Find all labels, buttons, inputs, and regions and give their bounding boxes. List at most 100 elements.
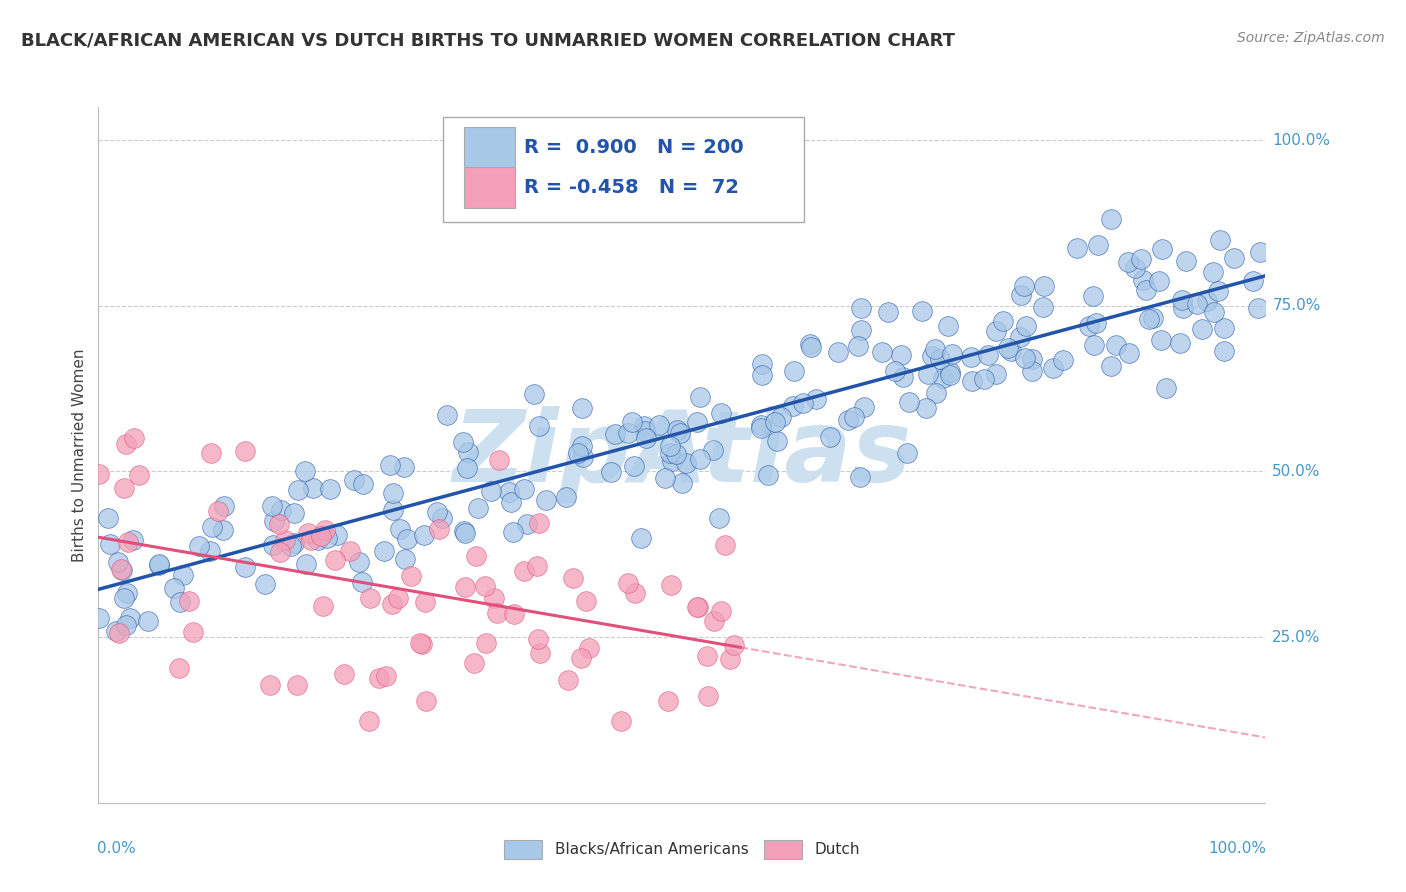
Blacks/African Americans: [516, 516, 538, 531]
Blacks/African Americans: [499, 494, 522, 508]
Blacks/African Americans: [382, 503, 405, 517]
Blacks/African Americans: [1129, 252, 1152, 267]
Dutch: [714, 538, 737, 552]
Text: 100.0%: 100.0%: [1272, 133, 1330, 148]
Blacks/African Americans: [1084, 316, 1107, 330]
Blacks/African Americans: [502, 525, 524, 540]
Blacks/African Americans: [1241, 274, 1264, 288]
Blacks/African Americans: [837, 413, 859, 427]
Blacks/African Americans: [136, 615, 159, 629]
Dutch: [413, 594, 436, 608]
Blacks/African Americans: [1021, 364, 1043, 378]
Dutch: [513, 565, 536, 579]
Blacks/African Americans: [1135, 283, 1157, 297]
Blacks/African Americans: [394, 460, 416, 475]
Blacks/African Americans: [454, 526, 477, 541]
Blacks/African Americans: [630, 531, 652, 545]
Dutch: [207, 504, 229, 518]
Dutch: [128, 468, 150, 483]
Blacks/African Americans: [1042, 360, 1064, 375]
Blacks/African Americans: [896, 446, 918, 460]
Blacks/African Americans: [633, 419, 655, 434]
Dutch: [169, 661, 191, 675]
Blacks/African Americans: [280, 540, 302, 554]
Blacks/African Americans: [707, 511, 730, 525]
Blacks/African Americans: [924, 386, 946, 401]
Blacks/African Americans: [921, 349, 943, 363]
Blacks/African Americans: [350, 575, 373, 590]
Blacks/African Americans: [1012, 279, 1035, 293]
Blacks/African Americans: [799, 336, 821, 351]
Blacks/African Americans: [352, 477, 374, 491]
Dutch: [357, 714, 380, 729]
Blacks/African Americans: [877, 304, 900, 318]
Text: 50.0%: 50.0%: [1272, 464, 1320, 479]
Blacks/African Americans: [661, 454, 683, 468]
Blacks/African Americans: [939, 365, 962, 379]
Blacks/African Americans: [792, 395, 814, 409]
Dutch: [686, 599, 709, 614]
Blacks/African Americans: [960, 350, 983, 364]
Blacks/African Americans: [686, 415, 709, 429]
Dutch: [488, 453, 510, 467]
Dutch: [259, 678, 281, 692]
Blacks/African Americans: [1083, 338, 1105, 352]
Blacks/African Americans: [453, 435, 475, 450]
Blacks/African Americans: [1150, 334, 1173, 348]
Blacks/African Americans: [1000, 343, 1022, 358]
Dutch: [526, 559, 548, 574]
Dutch: [381, 597, 404, 611]
Text: 0.0%: 0.0%: [97, 841, 136, 856]
Blacks/African Americans: [118, 611, 141, 625]
Dutch: [657, 694, 679, 708]
Blacks/African Americans: [1201, 265, 1223, 279]
Blacks/African Americans: [430, 511, 453, 525]
FancyBboxPatch shape: [443, 118, 804, 222]
Blacks/African Americans: [1066, 241, 1088, 255]
Dutch: [415, 694, 437, 708]
Dutch: [339, 543, 361, 558]
Blacks/African Americans: [634, 424, 657, 438]
Dutch: [697, 689, 720, 703]
Blacks/African Americans: [395, 533, 418, 547]
Blacks/African Americans: [1168, 336, 1191, 351]
Blacks/African Americans: [1147, 274, 1170, 288]
Blacks/African Americans: [283, 506, 305, 520]
Dutch: [475, 636, 498, 650]
Blacks/African Americans: [200, 544, 222, 558]
Blacks/African Americans: [294, 464, 316, 478]
Blacks/African Americans: [941, 347, 963, 361]
Blacks/African Americans: [1142, 310, 1164, 325]
Blacks/African Americans: [1195, 293, 1218, 308]
Blacks/African Americans: [669, 426, 692, 441]
Blacks/African Americans: [806, 392, 828, 407]
Blacks/African Americans: [394, 551, 416, 566]
Blacks/African Americans: [1087, 238, 1109, 252]
Dutch: [661, 578, 683, 592]
Blacks/African Americans: [939, 368, 962, 382]
Blacks/African Americans: [1213, 321, 1236, 335]
Dutch: [718, 652, 741, 666]
Blacks/African Americans: [201, 520, 224, 534]
Dutch: [557, 673, 579, 687]
Blacks/African Americans: [751, 357, 773, 371]
Blacks/African Americans: [617, 425, 640, 440]
Blacks/African Americans: [763, 415, 786, 429]
Blacks/African Americans: [571, 401, 593, 415]
Dutch: [117, 535, 139, 549]
Blacks/African Americans: [283, 536, 305, 550]
Blacks/African Americans: [977, 348, 1000, 362]
Blacks/African Americans: [498, 484, 520, 499]
Blacks/African Americans: [853, 400, 876, 414]
Blacks/African Americans: [984, 324, 1007, 338]
Blacks/African Americans: [1123, 260, 1146, 275]
Dutch: [527, 516, 550, 530]
Dutch: [312, 599, 335, 613]
Blacks/African Americans: [1014, 319, 1036, 334]
Blacks/African Americans: [262, 499, 284, 513]
Dutch: [463, 656, 485, 670]
Blacks/African Americans: [349, 555, 371, 569]
Dutch: [367, 671, 389, 685]
Blacks/African Americans: [98, 537, 121, 551]
Dutch: [323, 553, 346, 567]
